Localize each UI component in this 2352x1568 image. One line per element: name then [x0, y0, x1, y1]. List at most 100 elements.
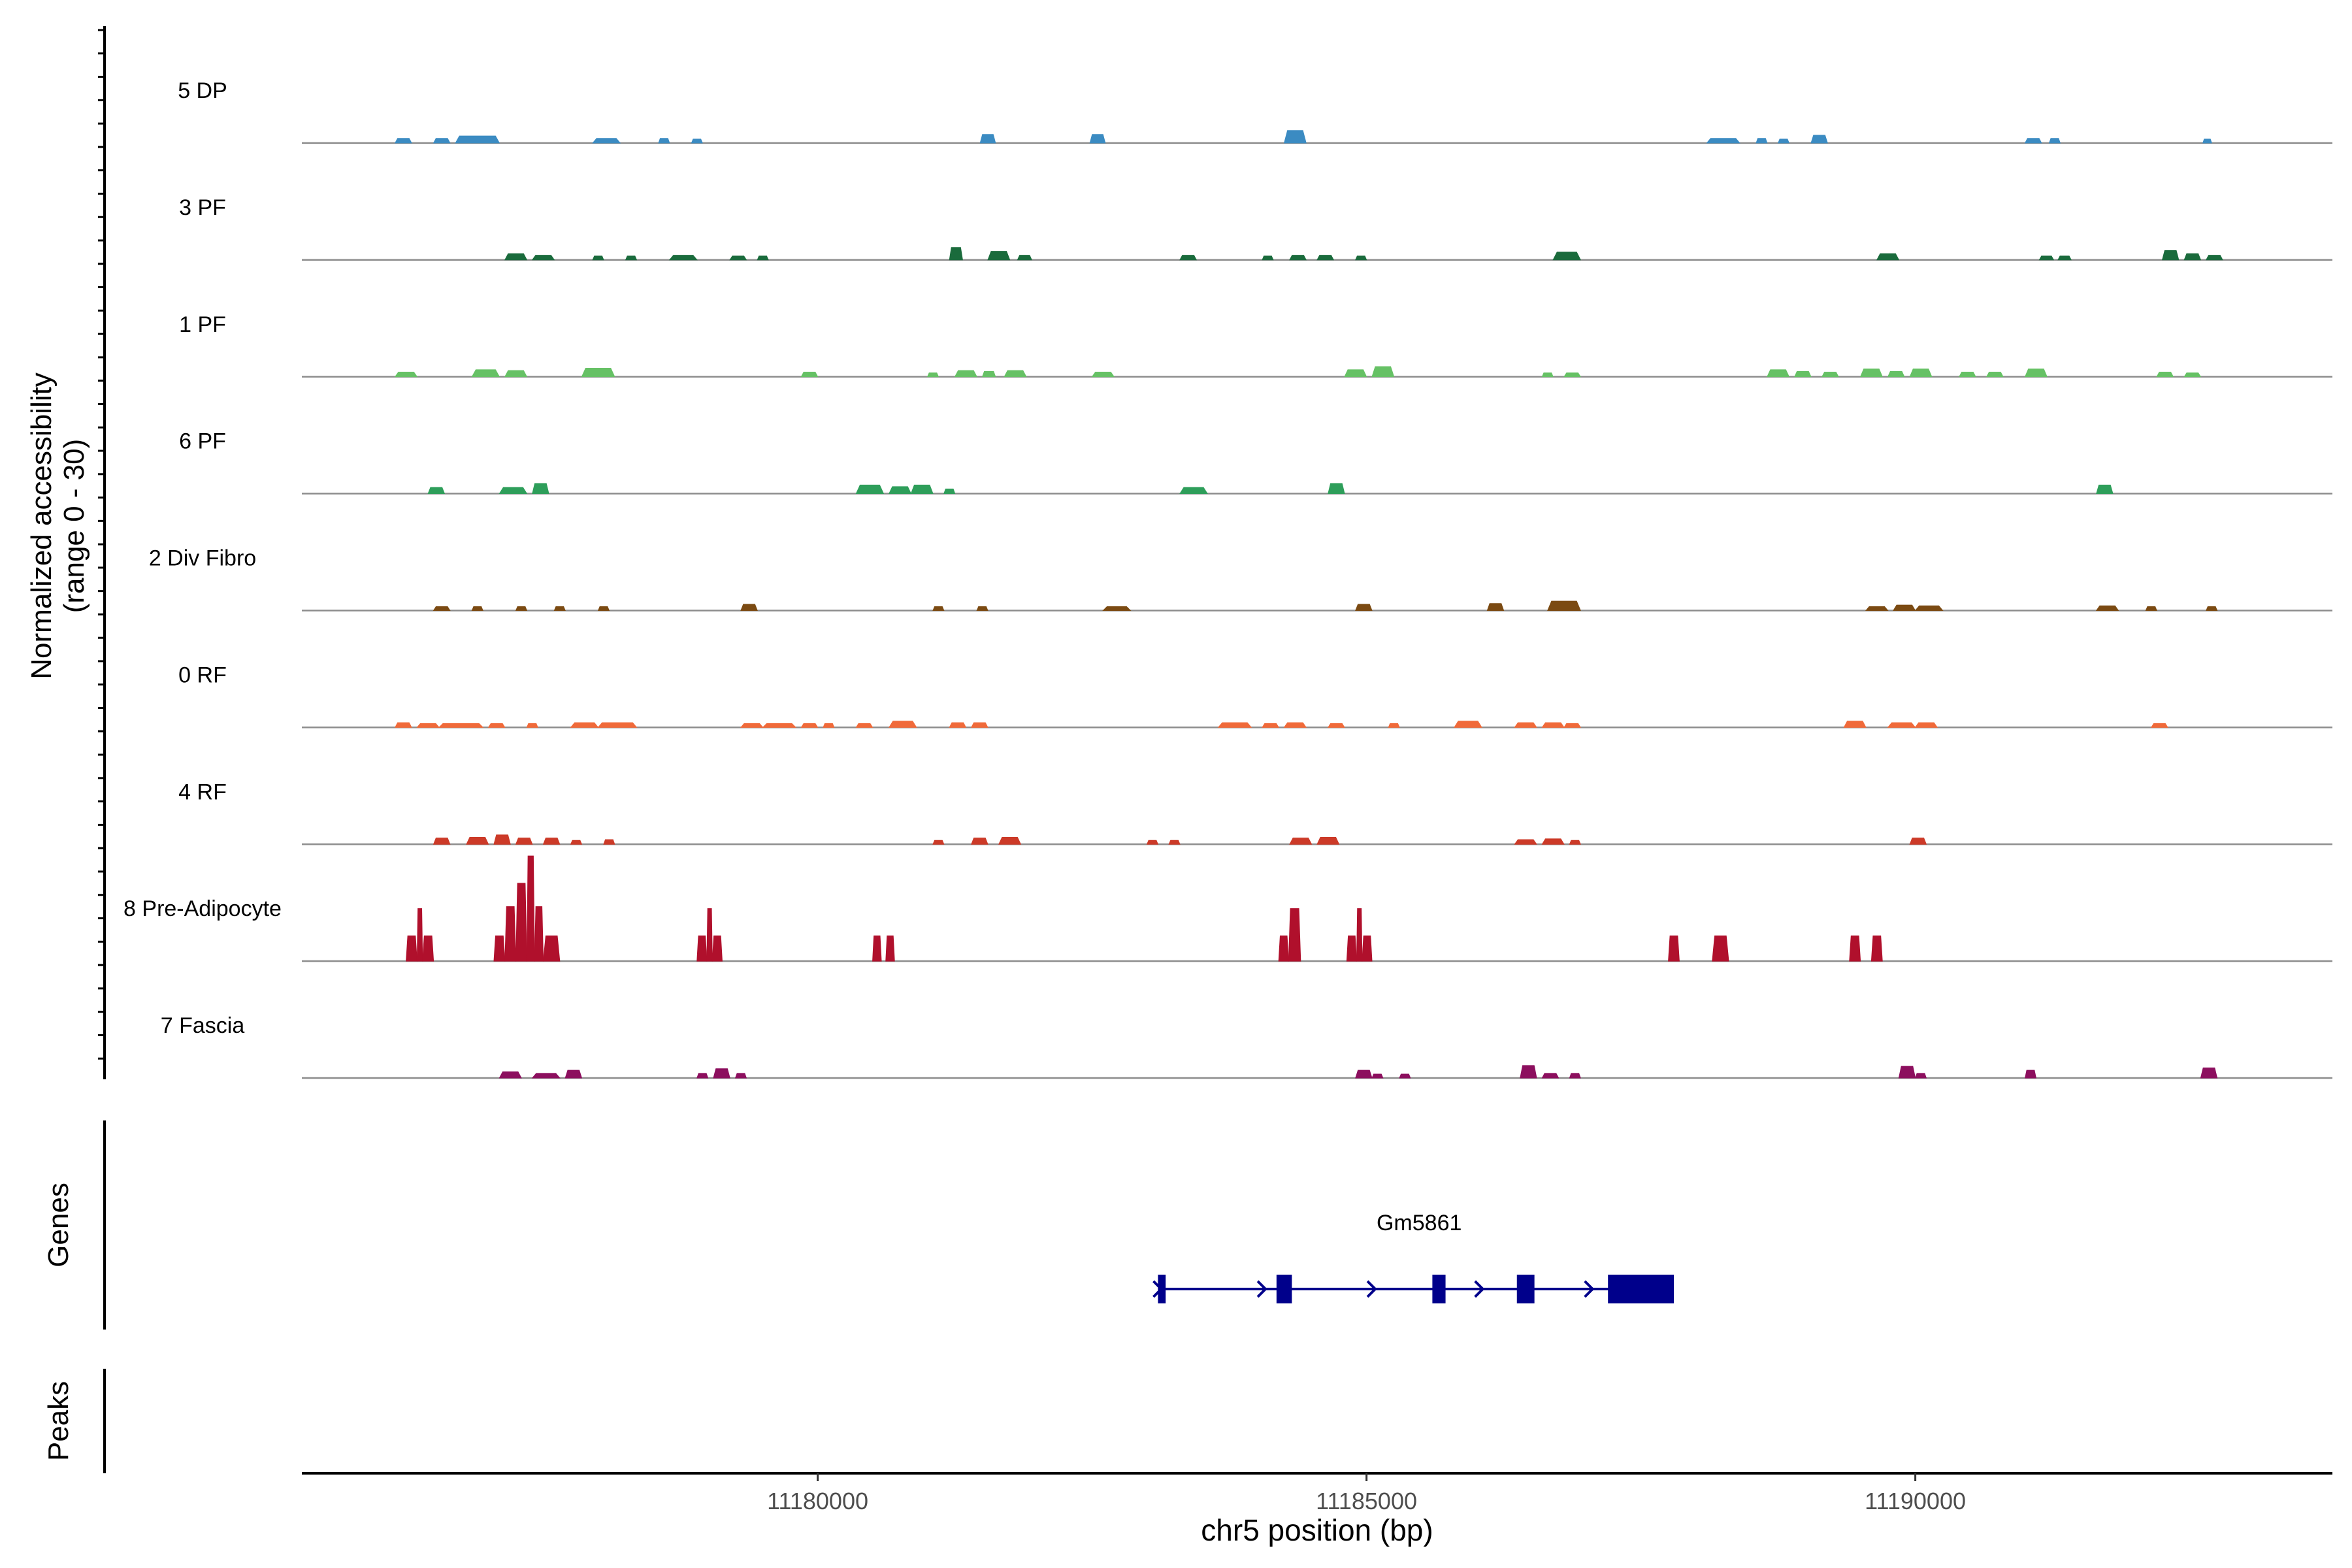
track-label: 8 Pre-Adipocyte [123, 896, 282, 921]
coverage-peak [416, 908, 423, 962]
coverage-peak [526, 855, 535, 962]
coverage-peak [515, 606, 528, 611]
coverage-peak [592, 255, 604, 261]
coverage-peak [1146, 840, 1159, 845]
coverage-peak [971, 838, 988, 845]
coverage-tracks: 5 DP 3 PF 1 PF 6 PF 2 Div Fibro 0 RF 4 RF 8 Pre… [123, 78, 2332, 1079]
track-2-div-fibro: 2 Div Fibro [149, 546, 2332, 612]
y-axis-title-line2: (range 0 - 30) [58, 439, 90, 613]
coverage-peak [1091, 372, 1115, 378]
coverage-peak [2200, 1068, 2218, 1079]
coverage-peak [713, 1068, 730, 1079]
coverage-peak [1914, 605, 1944, 611]
coverage-peak [976, 606, 988, 611]
coverage-peak [433, 138, 451, 144]
coverage-peak [1843, 721, 1867, 728]
coverage-peak [1179, 487, 1208, 495]
coverage-peak [1898, 1066, 1916, 1079]
coverage-peak [1887, 370, 1905, 378]
coverage-peak [1909, 838, 1927, 845]
coverage-peak [1706, 138, 1740, 144]
strand-arrow-icon [1584, 1280, 1595, 1298]
track-label: 5 DP [178, 78, 227, 103]
coverage-peak [498, 487, 528, 495]
strand-arrow-icon [1256, 1280, 1267, 1298]
coverage-peak [2095, 605, 2119, 611]
coverage-peak [2202, 139, 2212, 144]
coverage-peak [1217, 722, 1252, 728]
coverage-peak [691, 139, 703, 144]
coverage-peak [1102, 606, 1132, 611]
coverage-peak [493, 935, 506, 962]
coverage-peak [433, 838, 451, 845]
coverage-peak [2057, 255, 2072, 261]
coverage-peak [515, 883, 527, 962]
coverage-peak [954, 370, 978, 378]
coverage-peak [394, 138, 412, 144]
x-tick-label: 11185000 [1316, 1488, 1417, 1514]
coverage-peak [1821, 372, 1839, 378]
coverage-peak [987, 251, 1011, 261]
coverage-peak [493, 834, 511, 845]
coverage-peak [1909, 368, 1933, 378]
coverage-peak [1288, 908, 1301, 962]
coverage-peak [1371, 1073, 1384, 1079]
coverage-peak [1569, 840, 1581, 845]
coverage-peak [564, 1070, 583, 1079]
coverage-peak [1344, 369, 1367, 378]
coverage-peak [800, 723, 819, 728]
coverage-peak [1486, 603, 1505, 611]
coverage-peak [625, 255, 638, 261]
coverage-peak [504, 370, 528, 378]
coverage-peak [800, 372, 819, 378]
coverage-peak [1262, 723, 1280, 728]
coverage-peak [2038, 255, 2055, 261]
coverage-peak [910, 484, 934, 495]
coverage-peak [532, 483, 549, 495]
coverage-peak [981, 370, 996, 378]
coverage-peak [668, 255, 698, 261]
coverage-peak [1541, 838, 1565, 845]
coverage-peak [394, 722, 412, 728]
coverage-peak [1767, 369, 1790, 378]
track-label: 1 PF [179, 312, 226, 337]
coverage-peak [696, 1073, 709, 1079]
coverage-peak [1262, 255, 1274, 261]
track-6-pf: 6 PF [179, 429, 2332, 495]
coverage-peak [1399, 1073, 1411, 1079]
coverage-peak [943, 488, 956, 495]
gene-exon [1516, 1275, 1535, 1303]
coverage-peak [1371, 366, 1395, 378]
coverage-peak [466, 836, 489, 845]
coverage-peak [2161, 250, 2180, 261]
strand-arrow-icon [1366, 1280, 1377, 1298]
coverage-peak [438, 723, 484, 728]
coverage-peak [1316, 836, 1340, 845]
coverage-peak [2024, 1070, 2037, 1079]
coverage-peak [542, 838, 561, 845]
coverage-peak [1712, 935, 1729, 962]
coverage-peak [1547, 600, 1581, 611]
coverage-peak [1454, 721, 1482, 728]
coverage-peak [553, 606, 566, 611]
gene-gm5861: Gm5861 [1152, 1211, 1674, 1303]
coverage-peak [471, 606, 483, 611]
coverage-peak [1541, 372, 1554, 378]
coverage-peak [970, 722, 988, 728]
coverage-peak [2183, 253, 2202, 261]
coverage-peak [1985, 372, 2004, 378]
coverage-peak [2206, 606, 2218, 611]
genes-panel-title: Genes [42, 1183, 74, 1267]
coverage-peak [998, 836, 1022, 845]
coverage-peak [949, 722, 967, 728]
coverage-peak [1541, 722, 1565, 728]
coverage-peak [1514, 839, 1537, 845]
coverage-peak [1289, 838, 1313, 845]
coverage-peak [1388, 723, 1400, 728]
coverage-peak [531, 1073, 561, 1079]
coverage-peak [581, 368, 615, 378]
y-axis-title-line1: Normalized accessibility [25, 372, 57, 679]
coverage-peak [932, 606, 945, 611]
coverage-peak [2205, 255, 2223, 261]
coverage-peak [1756, 138, 1768, 144]
